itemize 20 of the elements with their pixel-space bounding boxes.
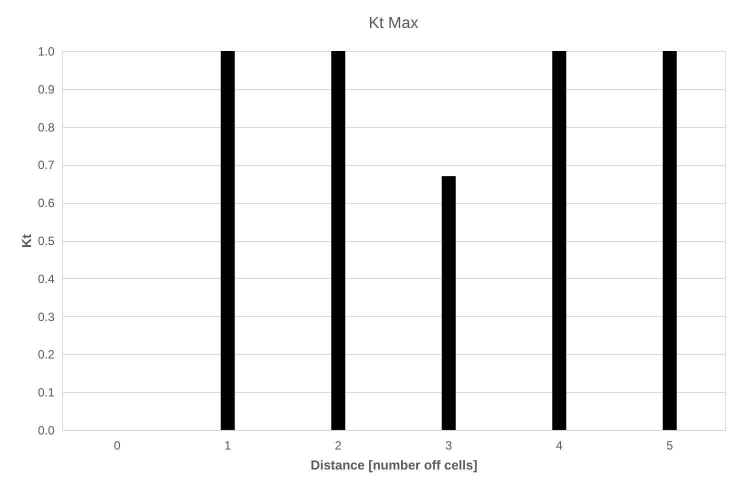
y-tick-label: 0.9 (38, 82, 55, 96)
y-axis-title: Kt (18, 233, 34, 248)
y-tick-label: 0.4 (38, 272, 55, 286)
x-tick-label: 5 (666, 438, 674, 452)
y-tick-label: 0.6 (38, 196, 55, 210)
y-tick-label: 0.0 (38, 424, 55, 438)
y-tick-label: 0.1 (38, 386, 55, 400)
y-tick-label: 0.5 (38, 234, 55, 248)
x-tick-label: 1 (224, 438, 232, 452)
x-tick-label: 0 (114, 438, 121, 452)
x-tick-label: 3 (445, 438, 452, 452)
y-tick-label: 0.3 (38, 310, 55, 324)
y-tick-label: 0.8 (38, 120, 55, 134)
x-tick-label: 4 (556, 438, 563, 452)
y-tick-label: 0.7 (38, 158, 55, 172)
x-tick-label: 2 (334, 438, 342, 452)
x-axis-title: Distance [number off cells] (310, 458, 478, 472)
chart-title: Kt Max (368, 15, 418, 32)
y-tick-label: 1.0 (38, 44, 55, 58)
y-tick-label: 0.2 (38, 348, 55, 362)
